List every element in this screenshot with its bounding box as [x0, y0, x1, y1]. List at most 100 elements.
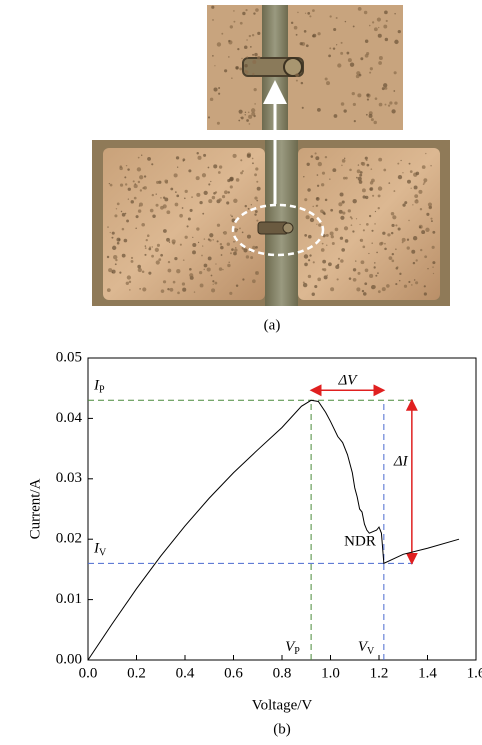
speckle — [357, 164, 360, 166]
speckle — [389, 101, 393, 105]
speckle — [173, 173, 178, 178]
speckle — [352, 25, 355, 28]
speckle — [177, 291, 180, 295]
speckle — [377, 272, 379, 274]
speckle — [416, 199, 418, 201]
speckle — [410, 187, 412, 189]
speckle — [308, 234, 312, 239]
speckle — [126, 219, 129, 223]
speckle — [357, 176, 362, 181]
electrode — [298, 148, 440, 300]
x-tick-label: 0.8 — [273, 665, 292, 681]
speckle — [308, 259, 311, 262]
speckle — [290, 21, 294, 25]
speckle — [391, 223, 395, 228]
speckle — [432, 266, 434, 268]
speckle — [394, 101, 398, 105]
annotation-text: V — [358, 639, 369, 655]
series-line — [87, 399, 460, 661]
speckle — [372, 285, 376, 289]
speckle — [202, 212, 205, 215]
speckle — [374, 262, 376, 264]
speckle — [384, 86, 388, 90]
speckle — [366, 93, 370, 97]
x-tick-label: 0.6 — [224, 665, 243, 681]
annotation: IP — [93, 378, 105, 396]
speckle — [360, 57, 364, 61]
speckle — [256, 199, 259, 202]
speckle — [233, 198, 238, 203]
speckle — [357, 93, 362, 98]
speckle — [203, 190, 208, 195]
speckle — [369, 273, 374, 279]
y-tick-label: 0.01 — [56, 591, 82, 607]
speckle — [318, 223, 322, 227]
speckle — [228, 261, 230, 263]
speckle — [233, 228, 238, 233]
speckle — [244, 204, 247, 208]
speckle — [369, 71, 372, 74]
speckle — [374, 97, 378, 100]
speckle — [310, 155, 314, 158]
speckle — [321, 171, 326, 175]
speckle — [106, 288, 111, 293]
speckle — [339, 236, 344, 240]
speckle — [355, 74, 360, 79]
plot-frame — [87, 357, 477, 661]
speckle — [201, 173, 207, 178]
speckle — [337, 257, 341, 260]
speckle — [229, 252, 232, 255]
speckle — [374, 210, 377, 213]
speckle — [356, 287, 361, 292]
speckle — [430, 220, 433, 223]
speckle — [377, 186, 383, 191]
speckle — [393, 90, 396, 92]
speckle — [115, 258, 118, 262]
speckle — [206, 267, 211, 272]
speckle — [307, 188, 311, 192]
y-tick-label: 0.04 — [56, 410, 83, 426]
speckle — [321, 242, 324, 245]
x-axis-label: Voltage/V — [252, 697, 313, 713]
speckle — [369, 67, 373, 71]
speckle — [243, 248, 248, 253]
speckle — [233, 10, 235, 12]
speckle — [360, 260, 365, 265]
speckle — [329, 231, 334, 236]
speckle — [401, 241, 404, 244]
speckle — [411, 249, 416, 254]
speckle — [383, 24, 388, 29]
speckle — [254, 52, 258, 57]
speckle — [388, 182, 391, 184]
speckle — [304, 262, 308, 267]
speckle — [427, 202, 433, 207]
speckle — [167, 287, 170, 291]
speckle — [137, 180, 141, 184]
speckle — [253, 87, 257, 92]
speckle — [212, 54, 214, 57]
speckle — [317, 277, 322, 282]
speckle — [414, 194, 419, 199]
speckle — [322, 211, 326, 215]
speckle — [207, 116, 211, 119]
speckle — [384, 242, 386, 245]
y-tick-label: 0.02 — [56, 531, 82, 547]
speckle — [427, 268, 429, 270]
speckle — [368, 113, 373, 118]
speckle — [254, 213, 257, 216]
speckle — [376, 17, 381, 22]
speckle — [338, 209, 343, 214]
speckle — [256, 219, 259, 222]
speckle — [245, 255, 250, 259]
speckle — [303, 254, 309, 259]
speckle — [196, 227, 200, 231]
speckle — [182, 259, 185, 261]
x-tick-label: 1.0 — [321, 665, 340, 681]
speckle — [241, 57, 243, 60]
speckle — [406, 246, 410, 250]
speckle — [373, 27, 378, 32]
speckle — [107, 226, 109, 228]
speckle — [202, 245, 204, 247]
speckle — [312, 205, 314, 208]
annotation-text: I — [93, 378, 100, 394]
